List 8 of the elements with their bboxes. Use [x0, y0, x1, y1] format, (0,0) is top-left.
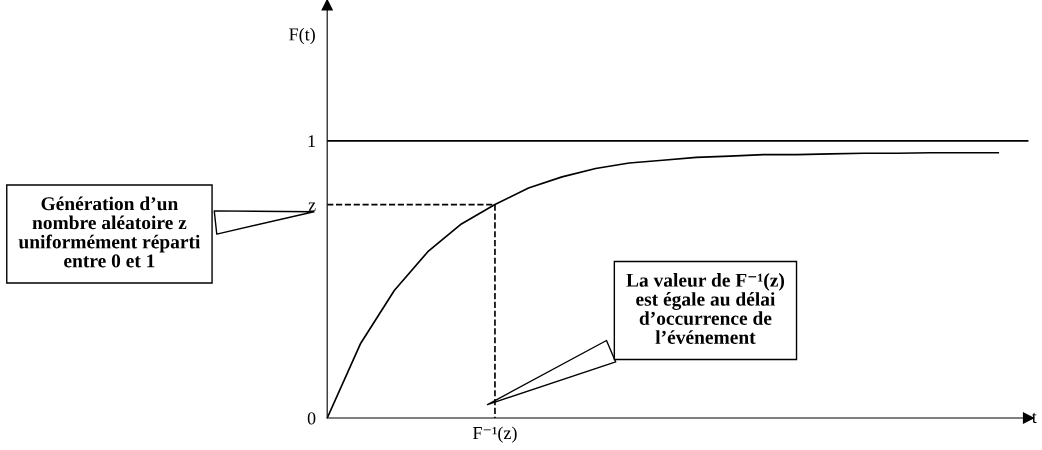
y-tick-label: 0 — [307, 412, 316, 425]
ref-line-label: F⁻¹(z) — [472, 426, 517, 443]
y-tick-label: z — [308, 202, 316, 211]
annotation: La valeur de F⁻¹(z) est égale au délai d’occurrence de l’événement — [626, 273, 785, 344]
y-axis-title: F(t) — [289, 27, 315, 45]
y-tick-label: 1 — [308, 135, 315, 148]
x-axis-title: t — [1031, 412, 1037, 424]
text: Génération d’un nombre aléatoire z uniformément réparti entre 0 et 1 — [18, 196, 201, 268]
